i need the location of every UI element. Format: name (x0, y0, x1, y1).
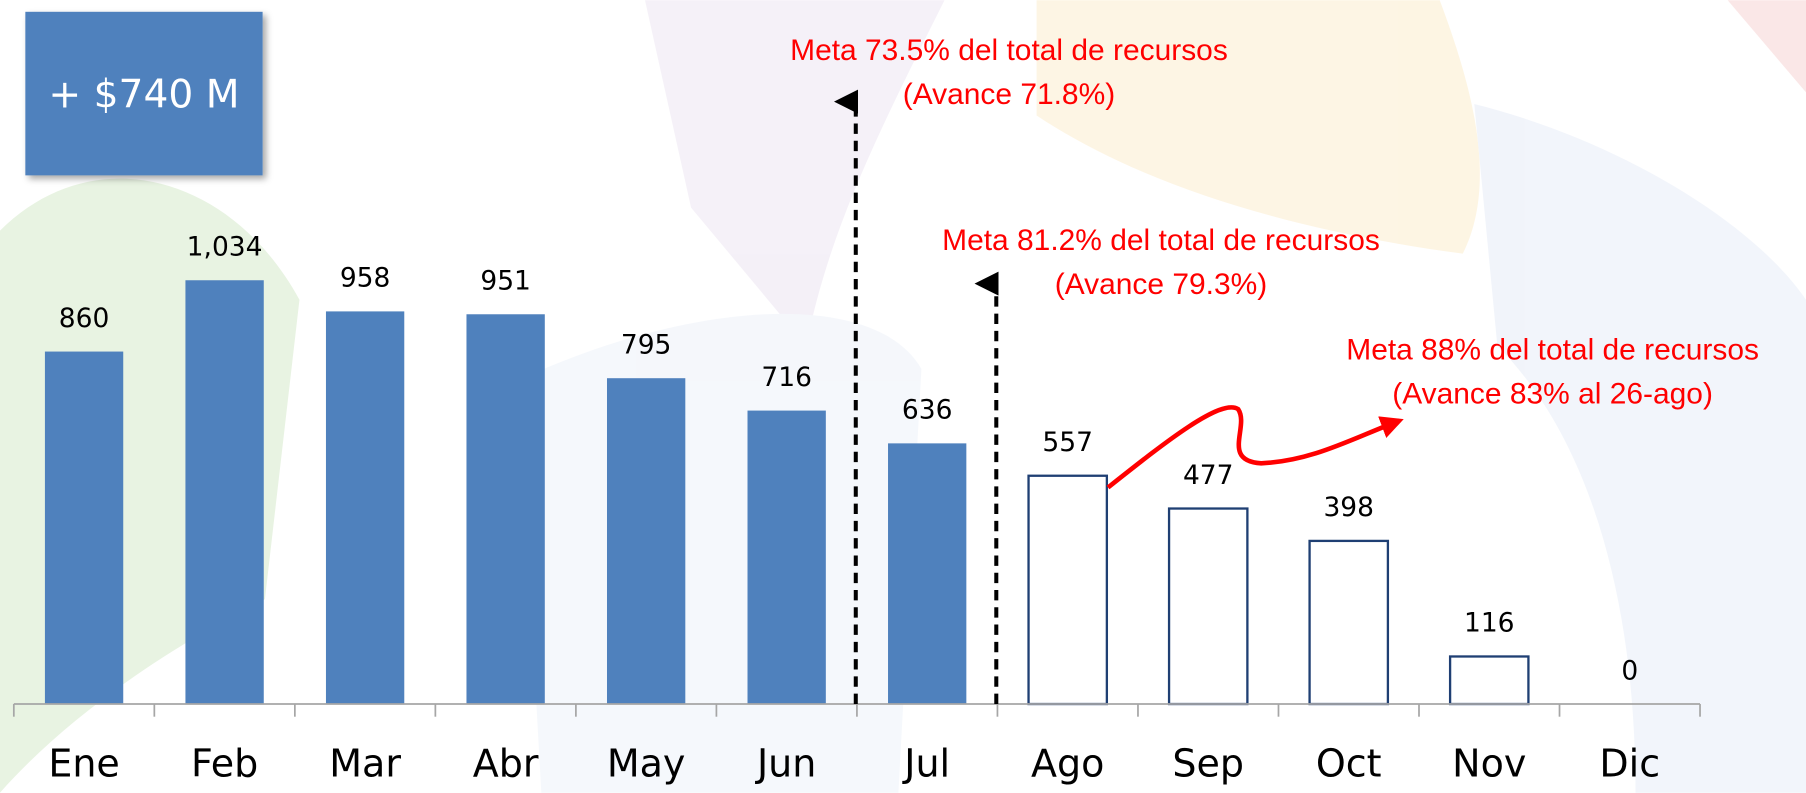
bar (466, 314, 544, 704)
annotation: (Avance 83% al 26-ago) (1392, 377, 1713, 410)
value-label: 116 (1464, 608, 1515, 639)
value-label: 1,034 (187, 231, 263, 262)
bar (1169, 509, 1247, 704)
bar (607, 378, 685, 704)
bar (185, 280, 263, 704)
bar (748, 411, 826, 704)
bar (326, 311, 404, 704)
value-label: 860 (59, 303, 110, 334)
bar (888, 443, 966, 704)
chart: 860 Ene 1,034 Feb 958 Mar 951 Abr 795 May 716 Jun 63… (0, 0, 1806, 793)
badge-text: + $740 M (48, 73, 239, 118)
annotation: Meta 81.2% del total de recursos (942, 224, 1380, 257)
value-label: 0 (1621, 655, 1638, 686)
bar (1029, 476, 1107, 704)
x-tick-label: Jun (755, 742, 816, 786)
annotation: (Avance 71.8%) (903, 78, 1115, 111)
value-label: 398 (1323, 492, 1374, 523)
x-tick-label: Feb (191, 742, 258, 786)
value-label: 951 (480, 266, 531, 297)
x-tick-label: Dic (1599, 742, 1660, 786)
bar (1310, 541, 1388, 704)
annotation: Meta 73.5% del total de recursos (790, 34, 1228, 67)
value-label: 716 (761, 362, 812, 393)
x-tick-label: Oct (1316, 742, 1382, 786)
bar (45, 352, 123, 704)
x-tick-label: May (607, 742, 686, 786)
x-tick-label: Sep (1172, 742, 1244, 786)
x-tick-label: Nov (1452, 742, 1526, 786)
value-label: 477 (1183, 460, 1234, 491)
x-tick-label: Mar (329, 742, 401, 786)
x-tick-label: Ago (1031, 742, 1104, 786)
value-label: 795 (621, 329, 672, 360)
value-label: 636 (902, 395, 953, 426)
annotation: Meta 88% del total de recursos (1346, 333, 1759, 366)
x-tick-label: Ene (48, 742, 119, 786)
bar (1450, 656, 1528, 704)
red-arrow (1108, 407, 1399, 487)
annotation: (Avance 79.3%) (1055, 268, 1267, 301)
value-label: 958 (340, 263, 391, 294)
x-tick-label: Abr (473, 742, 539, 786)
x-tick-label: Jul (902, 742, 950, 786)
value-label: 557 (1042, 427, 1093, 458)
